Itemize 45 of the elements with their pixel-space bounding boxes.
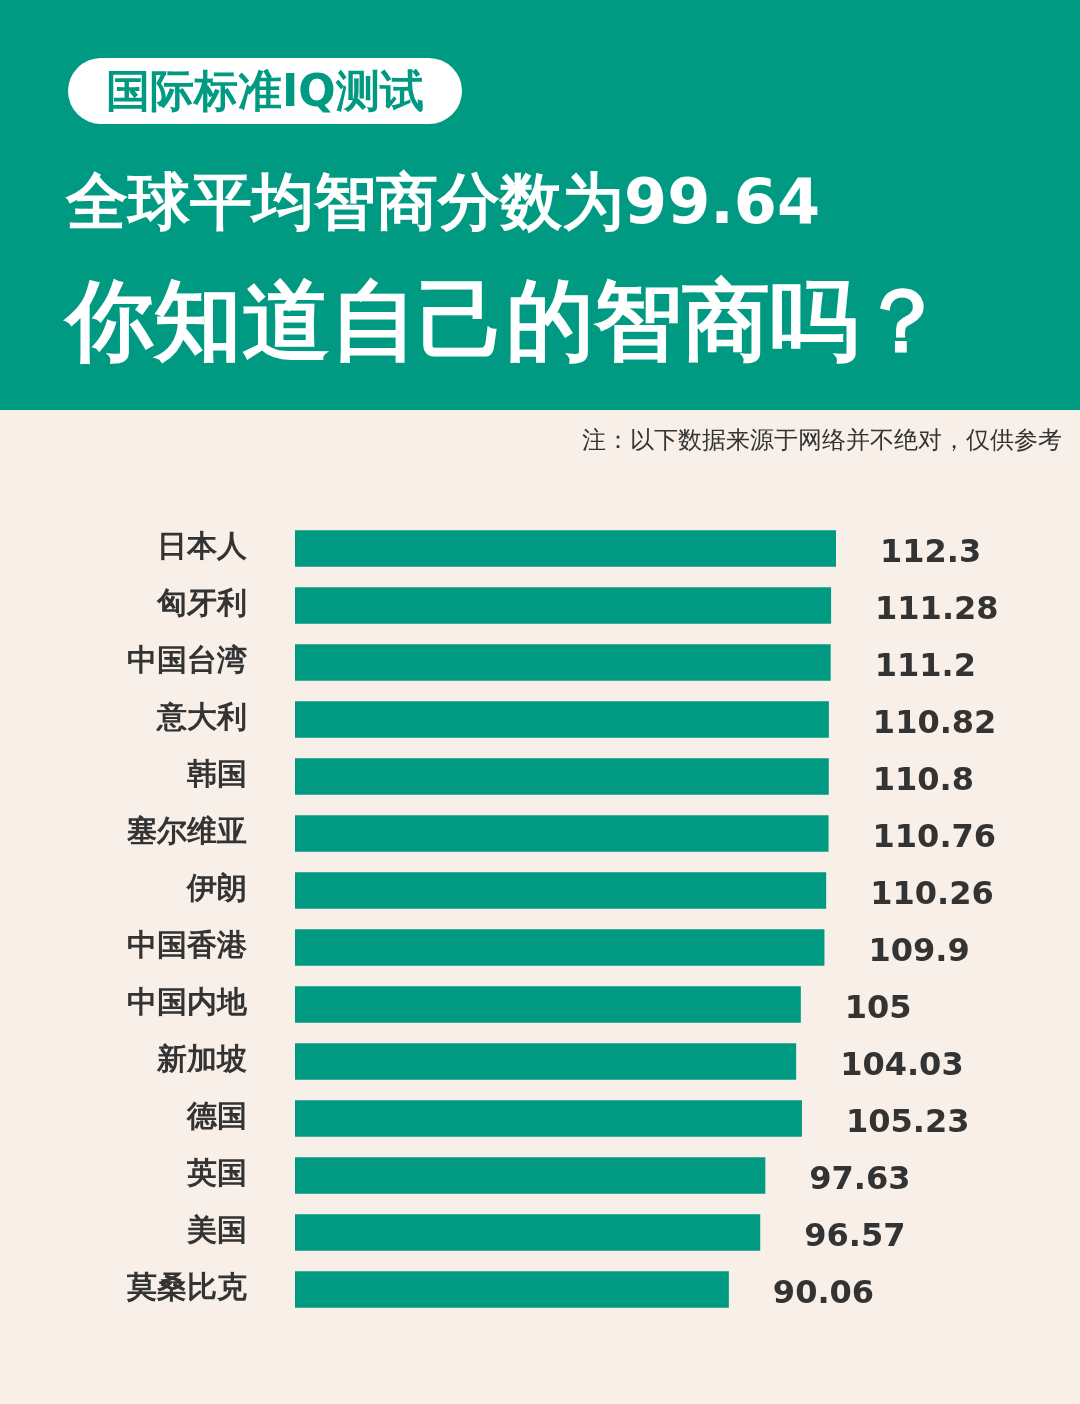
bar xyxy=(295,1043,797,1080)
y-tick-label: 新加坡 xyxy=(156,1041,247,1077)
bar xyxy=(295,644,831,681)
bar xyxy=(295,815,829,852)
text: 国际标准IQ测试 xyxy=(68,58,462,124)
bar xyxy=(295,701,829,738)
y-tick-label: 塞尔维亚 xyxy=(126,813,247,849)
y-tick-label: 韩国 xyxy=(186,756,247,792)
bar xyxy=(295,872,827,909)
data-label: 109.9 xyxy=(868,930,970,969)
y-tick-label: 中国内地 xyxy=(127,984,248,1020)
bar xyxy=(295,986,801,1023)
y-tick-label: 莫桑比克 xyxy=(126,1269,247,1305)
y-tick-label: 中国香港 xyxy=(127,927,248,963)
y-tick-label: 伊朗 xyxy=(186,870,247,906)
y-tick-label: 意大利 xyxy=(155,699,247,735)
data-label: 111.28 xyxy=(875,588,999,627)
data-label: 90.06 xyxy=(772,1272,875,1311)
bar xyxy=(295,1271,729,1308)
data-label: 110.26 xyxy=(870,873,994,912)
data-label: 110.76 xyxy=(872,816,997,855)
bar xyxy=(295,587,832,624)
bar xyxy=(295,758,829,795)
data-label: 105.23 xyxy=(845,1101,970,1140)
data-label: 96.57 xyxy=(804,1215,906,1254)
bar xyxy=(295,530,836,567)
data-label: 105 xyxy=(844,987,912,1026)
data-label: 97.63 xyxy=(809,1158,911,1197)
y-tick-label: 日本人 xyxy=(157,528,248,564)
y-tick-label: 中国台湾 xyxy=(127,642,247,678)
y-tick-label: 德国 xyxy=(186,1098,247,1134)
y-tick-label: 美国 xyxy=(186,1212,247,1248)
y-tick-label: 英国 xyxy=(186,1155,247,1191)
data-label: 112.3 xyxy=(880,531,982,570)
bar xyxy=(295,1157,766,1194)
data-label: 104.03 xyxy=(840,1044,964,1083)
data-label: 110.82 xyxy=(872,702,997,741)
data-label: 111.2 xyxy=(874,645,976,684)
chart-title: 全球平均智商分数为99.64 xyxy=(66,164,821,240)
y-tick-label: 匈牙利 xyxy=(156,585,247,621)
bar xyxy=(295,1100,802,1137)
data-label: 110.8 xyxy=(872,759,974,798)
bar xyxy=(295,929,825,966)
bar xyxy=(295,1214,761,1251)
text: 注：以下数据来源于网络并不绝对，仅供参考 xyxy=(582,425,1062,456)
